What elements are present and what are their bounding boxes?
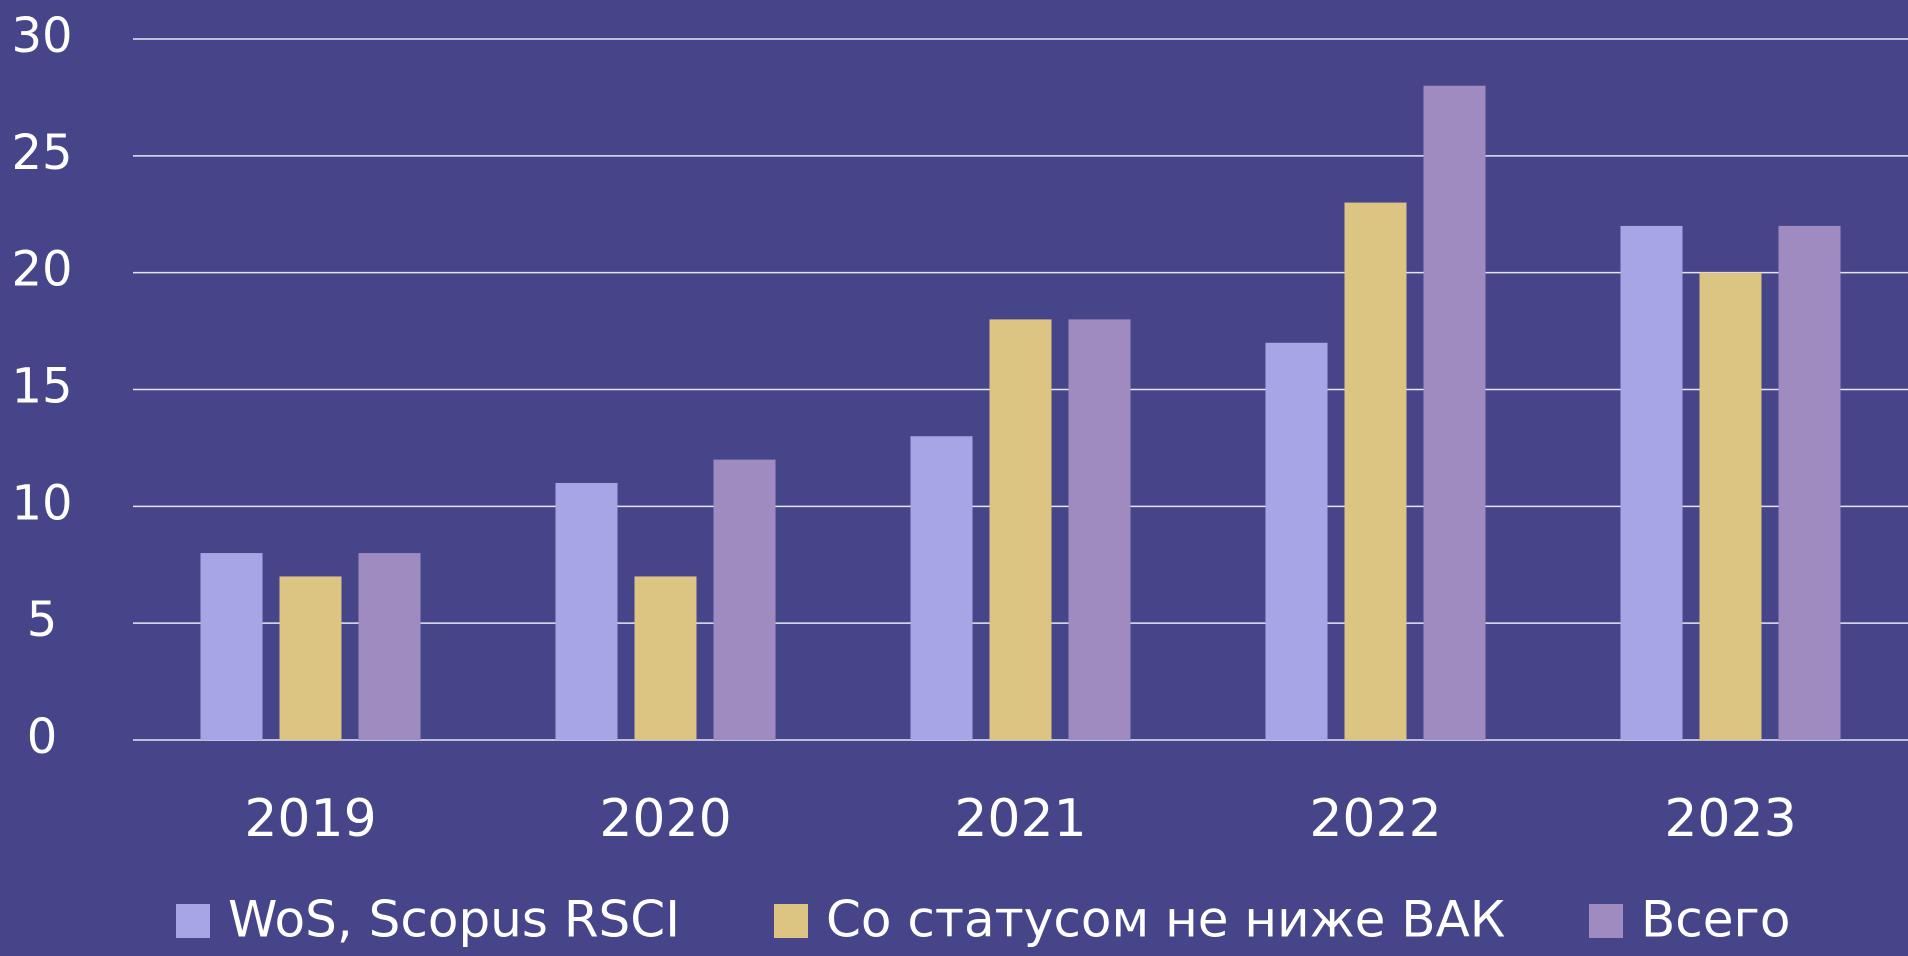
y-tick-label: 15 (11, 359, 72, 415)
legend-swatch (774, 904, 808, 938)
bar (1699, 272, 1762, 740)
x-tick-label: 2022 (1309, 789, 1441, 849)
y-tick-label: 20 (11, 242, 72, 298)
bar (1265, 342, 1328, 740)
bar (989, 319, 1052, 740)
bar (713, 459, 776, 740)
x-tick-label: 2020 (599, 789, 731, 849)
bar (910, 436, 973, 740)
x-tick-label: 2023 (1664, 789, 1796, 849)
x-tick-label: 2021 (954, 789, 1086, 849)
bar (1778, 225, 1841, 740)
legend-swatch (176, 904, 210, 938)
bar (1620, 225, 1683, 740)
bar (200, 553, 263, 740)
y-tick-label: 10 (11, 475, 72, 531)
bar (1068, 319, 1131, 740)
y-tick-label: 5 (27, 592, 58, 648)
y-tick-label: 25 (11, 125, 72, 181)
y-tick-label: 30 (11, 8, 72, 64)
legend-label: WoS, Scopus RSCI (228, 891, 680, 949)
bar (358, 553, 421, 740)
bar (1344, 202, 1407, 741)
legend-swatch (1589, 904, 1623, 938)
legend-label: Всего (1641, 891, 1790, 949)
y-tick-label: 0 (27, 709, 58, 765)
bar (1423, 85, 1486, 740)
bar (555, 482, 618, 740)
bar (279, 576, 342, 740)
bar (634, 576, 697, 740)
legend-label: Со статусом не ниже ВАК (826, 891, 1505, 949)
x-tick-label: 2019 (244, 789, 376, 849)
